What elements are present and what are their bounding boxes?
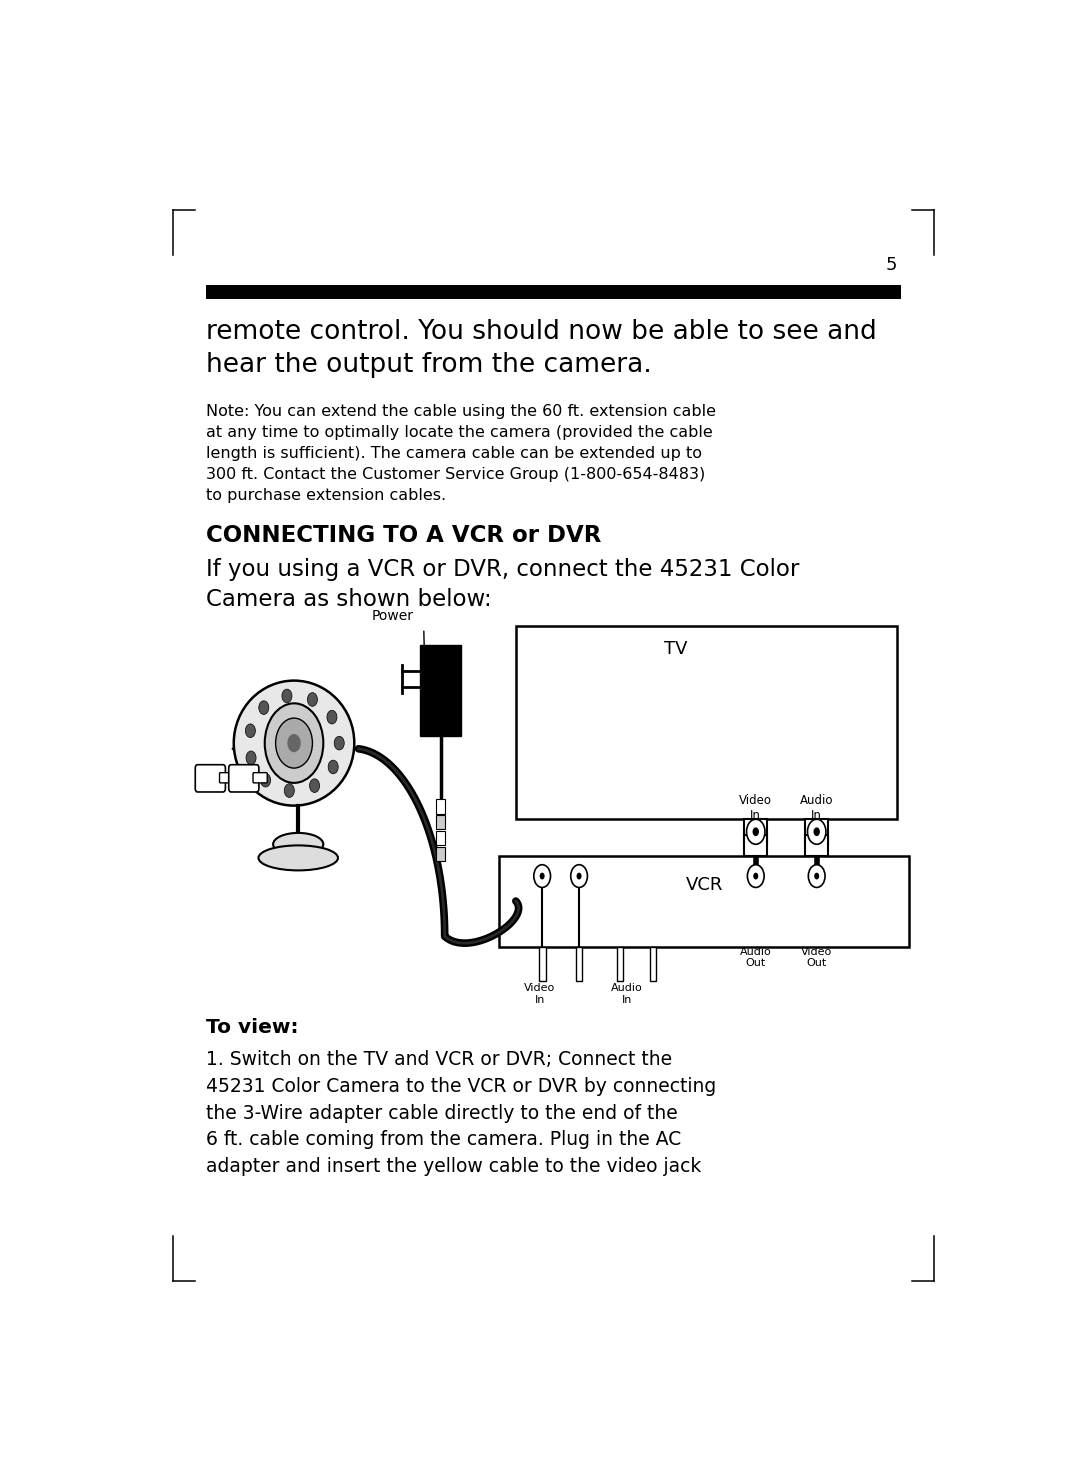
Circle shape <box>282 689 292 703</box>
Circle shape <box>265 704 323 782</box>
FancyBboxPatch shape <box>499 856 909 946</box>
Text: remote control. You should now be able to see and
hear the output from the camer: remote control. You should now be able t… <box>206 319 877 378</box>
Text: Audio
In: Audio In <box>800 794 834 822</box>
Text: TV: TV <box>664 639 688 658</box>
FancyBboxPatch shape <box>229 765 259 793</box>
Circle shape <box>813 828 820 835</box>
Circle shape <box>534 865 551 887</box>
Text: 1. Switch on the TV and VCR or DVR; Connect the
45231 Color Camera to the VCR or: 1. Switch on the TV and VCR or DVR; Conn… <box>206 1049 716 1176</box>
Circle shape <box>287 734 300 753</box>
Text: Note: You can extend the cable using the 60 ft. extension cable
at any time to o: Note: You can extend the cable using the… <box>206 404 716 503</box>
Circle shape <box>245 723 255 738</box>
Text: VCR: VCR <box>686 875 723 893</box>
Circle shape <box>328 760 338 773</box>
Circle shape <box>540 872 544 880</box>
FancyBboxPatch shape <box>805 835 828 856</box>
FancyBboxPatch shape <box>436 831 445 846</box>
Text: 5: 5 <box>886 255 896 273</box>
FancyBboxPatch shape <box>744 819 768 844</box>
Circle shape <box>814 872 820 880</box>
FancyBboxPatch shape <box>436 799 445 813</box>
Text: Video
Out: Video Out <box>801 946 833 968</box>
FancyBboxPatch shape <box>219 772 233 782</box>
Circle shape <box>747 865 765 887</box>
FancyBboxPatch shape <box>436 847 445 862</box>
Circle shape <box>260 773 271 787</box>
FancyBboxPatch shape <box>649 946 657 980</box>
Text: Video
In: Video In <box>740 794 772 822</box>
Circle shape <box>808 865 825 887</box>
Circle shape <box>308 692 318 707</box>
FancyBboxPatch shape <box>516 626 896 819</box>
FancyBboxPatch shape <box>744 835 768 856</box>
FancyBboxPatch shape <box>539 946 545 980</box>
Ellipse shape <box>258 846 338 871</box>
FancyBboxPatch shape <box>617 946 623 980</box>
Circle shape <box>753 872 758 880</box>
Ellipse shape <box>233 680 354 806</box>
FancyBboxPatch shape <box>576 946 582 980</box>
Circle shape <box>753 828 759 835</box>
Text: Audio
In: Audio In <box>611 983 643 1005</box>
Circle shape <box>327 710 337 723</box>
Text: To view:: To view: <box>206 1018 299 1038</box>
FancyBboxPatch shape <box>436 815 445 830</box>
Text: Audio
Out: Audio Out <box>740 946 771 968</box>
FancyBboxPatch shape <box>253 772 267 782</box>
Circle shape <box>275 719 312 768</box>
Circle shape <box>310 779 320 793</box>
Circle shape <box>259 701 269 714</box>
FancyBboxPatch shape <box>195 765 226 793</box>
FancyBboxPatch shape <box>420 645 460 737</box>
Text: Power: Power <box>372 608 414 623</box>
Text: Video
In: Video In <box>524 983 555 1005</box>
Text: CONNECTING TO A VCR or DVR: CONNECTING TO A VCR or DVR <box>206 524 602 546</box>
Circle shape <box>808 819 826 844</box>
Ellipse shape <box>273 832 323 856</box>
Circle shape <box>570 865 588 887</box>
Circle shape <box>577 872 582 880</box>
Circle shape <box>246 751 256 765</box>
FancyBboxPatch shape <box>206 285 901 298</box>
Circle shape <box>284 784 295 797</box>
FancyBboxPatch shape <box>805 819 828 844</box>
Circle shape <box>334 737 345 750</box>
Circle shape <box>746 819 765 844</box>
Text: If you using a VCR or DVR, connect the 45231 Color
Camera as shown below:: If you using a VCR or DVR, connect the 4… <box>206 558 799 611</box>
